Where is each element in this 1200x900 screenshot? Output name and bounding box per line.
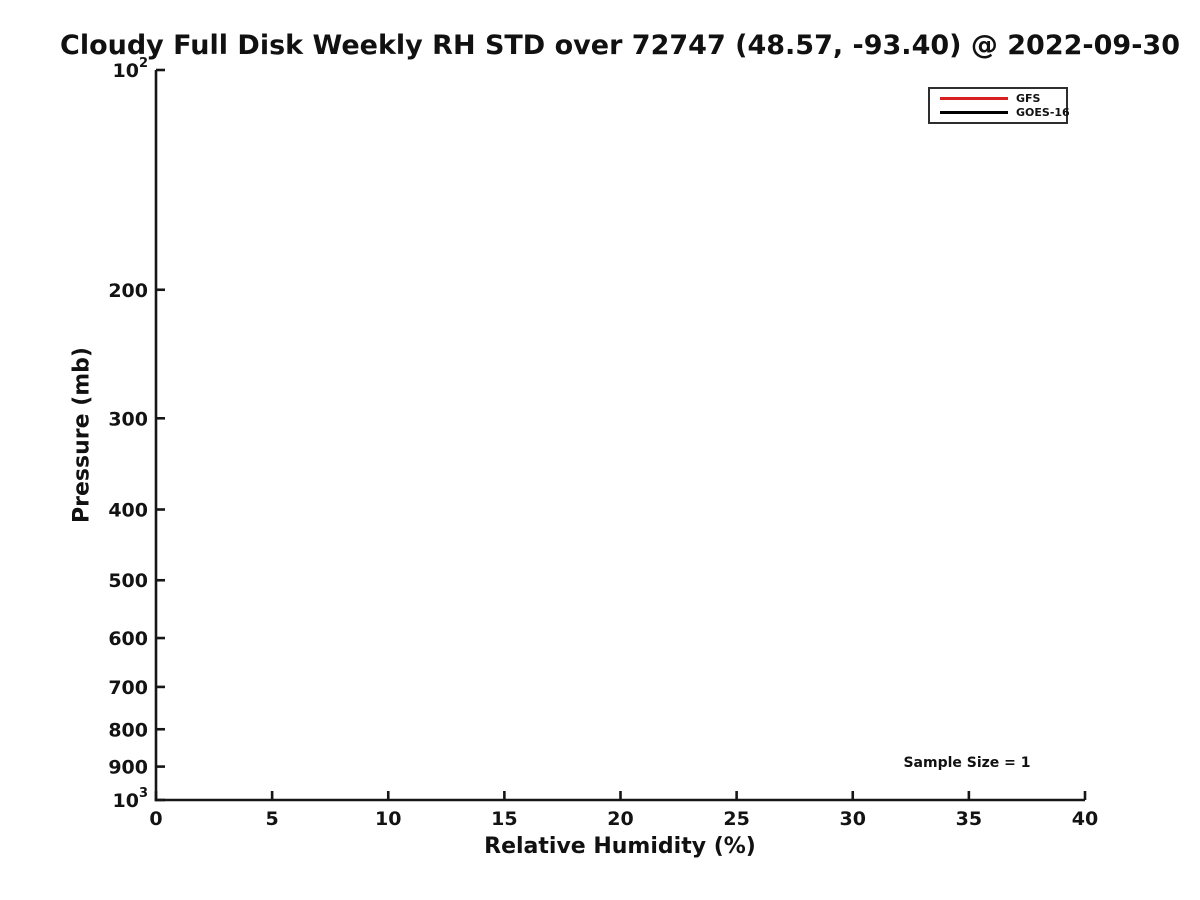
x-tick-label: 30 [840,808,866,830]
legend-label: GOES-16 [1016,106,1070,119]
y-tick-label: 103 [113,786,149,812]
x-tick-label: 0 [149,808,162,830]
x-tick-label: 5 [266,808,279,830]
legend-line-swatch-gfs [940,96,1008,101]
y-tick-label: 200 [108,280,148,302]
sample-size-annotation: Sample Size = 1 [903,755,1031,771]
x-tick-label: 10 [375,808,401,830]
y-tick-label: 500 [108,570,148,592]
legend-label: GFS [1016,92,1041,105]
x-tick-label: 40 [1072,808,1098,830]
y-tick-label: 900 [108,757,148,779]
legend-row-gfs: GFS [940,93,1060,104]
x-axis-label: Relative Humidity (%) [484,834,756,859]
legend-line-swatch-goes-16 [940,110,1008,115]
y-tick-label: 700 [108,677,148,699]
y-tick-label: 800 [108,719,148,741]
x-tick-label: 20 [607,808,633,830]
x-tick-label: 35 [956,808,982,830]
legend: GFS GOES-16 [928,87,1070,124]
y-tick-label: 400 [108,500,148,522]
y-tick-label: 102 [113,56,149,82]
chart-title: Cloudy Full Disk Weekly RH STD over 7274… [60,30,1180,61]
x-tick-label: 15 [491,808,517,830]
x-tick-label: 25 [723,808,749,830]
y-tick-label: 600 [108,628,148,650]
y-tick-label: 300 [108,408,148,430]
legend-row-goes-16: GOES-16 [940,107,1070,118]
y-axis-label: Pressure (mb) [69,347,95,523]
